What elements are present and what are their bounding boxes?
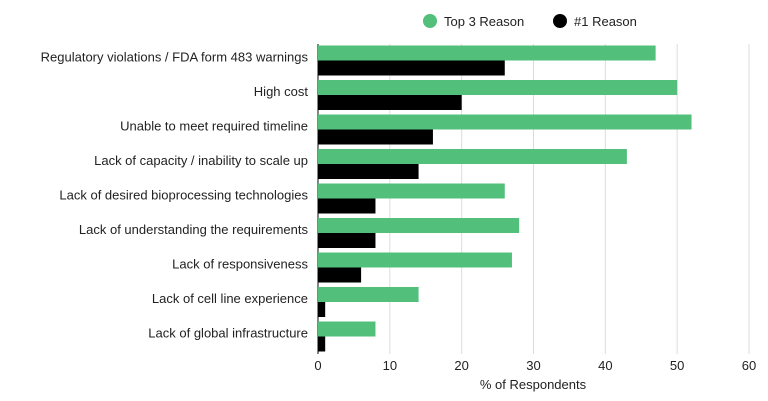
bar-1-reason-lack-of-global-infrastructure [318,336,326,352]
legend-label-top-3-reason: Top 3 Reason [444,14,524,29]
category-label-lack-of-desired-bioprocessing-technologies: Lack of desired bioprocessing technologi… [59,188,308,203]
category-labels: Regulatory violations / FDA form 483 war… [41,50,309,341]
x-tick-labels: 0 10 20 30 40 50 60 [314,358,756,373]
category-label-lack-of-capacity-inability-to-scale-up: Lack of capacity / inability to scale up [94,153,308,168]
bar-top-3-reason-lack-of-responsiveness [318,252,512,268]
bar-top-3-reason-lack-of-desired-bioprocessing-technologies [318,183,505,199]
bar-1-reason-lack-of-cell-line-experience [318,302,326,317]
x-tick-label-0: 0 [314,358,321,373]
bar-1-reason-lack-of-responsiveness [318,267,362,283]
bars [318,45,692,352]
category-label-regulatory-violations-fda-form-483-warnings: Regulatory violations / FDA form 483 war… [41,50,309,65]
legend-marker-1-reason [553,14,567,28]
category-label-lack-of-global-infrastructure: Lack of global infrastructure [148,326,308,341]
x-tick-label-60: 60 [742,358,756,373]
bar-top-3-reason-regulatory-violations-fda-form-483-warnings [318,45,656,61]
bar-top-3-reason-unable-to-meet-required-timeline [318,114,692,130]
legend-label-1-reason: #1 Reason [574,14,637,29]
legend: Top 3 Reason #1 Reason [423,14,637,29]
bar-1-reason-lack-of-desired-bioprocessing-technologies [318,198,376,214]
bar-1-reason-high-cost [318,95,462,110]
x-tick-label-30: 30 [526,358,540,373]
x-tick-label-50: 50 [670,358,684,373]
category-label-lack-of-responsiveness: Lack of responsiveness [172,257,308,272]
bar-1-reason-regulatory-violations-fda-form-483-warnings [318,60,505,76]
bar-top-3-reason-lack-of-cell-line-experience [318,287,419,302]
bar-top-3-reason-lack-of-understanding-the-requirements [318,218,520,233]
category-label-lack-of-understanding-the-requirements: Lack of understanding the requirements [79,222,309,237]
bar-1-reason-lack-of-understanding-the-requirements [318,233,376,248]
x-tick-label-40: 40 [598,358,612,373]
bar-1-reason-lack-of-capacity-inability-to-scale-up [318,164,419,179]
category-label-high-cost: High cost [254,84,309,99]
bar-top-3-reason-lack-of-capacity-inability-to-scale-up [318,149,627,164]
category-label-unable-to-meet-required-timeline: Unable to meet required timeline [120,119,308,134]
category-label-lack-of-cell-line-experience: Lack of cell line experience [152,291,308,306]
bar-top-3-reason-lack-of-global-infrastructure [318,321,376,337]
x-axis-label: % of Respondents [480,377,587,392]
x-tick-label-20: 20 [454,358,468,373]
x-tick-label-10: 10 [383,358,397,373]
bar-1-reason-unable-to-meet-required-timeline [318,129,433,145]
bar-top-3-reason-high-cost [318,80,678,95]
legend-marker-top-3-reason [423,14,437,28]
